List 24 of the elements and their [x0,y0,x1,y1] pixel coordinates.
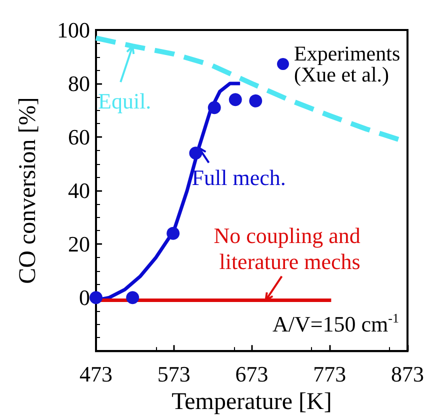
y-tick-label: 60 [68,124,90,150]
x-tick-label: 673 [235,362,268,387]
x-tick-label: 873 [391,362,424,387]
annotation: No coupling and literature mechs [214,222,366,274]
point [189,146,202,160]
y-tick-label: 80 [68,71,90,96]
point [249,94,262,108]
x-tick-label: 773 [313,362,346,387]
point [208,101,221,114]
annotation: Full mech. [192,165,286,190]
point [90,291,102,304]
point [228,93,242,106]
x-axis-title: Temperature [K] [172,389,332,415]
y-tick-label: 100 [57,18,90,42]
point [166,226,180,240]
point [126,291,140,304]
legend-label: Experiments (Xue et al.) [294,42,406,86]
x-tick-label: 573 [157,362,190,387]
annotation: Equil. [98,88,152,114]
y-tick-label: 40 [68,178,90,204]
y-axis-title: CO conversion [%] [15,97,41,284]
x-tick-label: 473 [80,362,112,387]
y-tick-label: 0 [79,285,90,310]
y-tick-label: 20 [68,232,90,257]
